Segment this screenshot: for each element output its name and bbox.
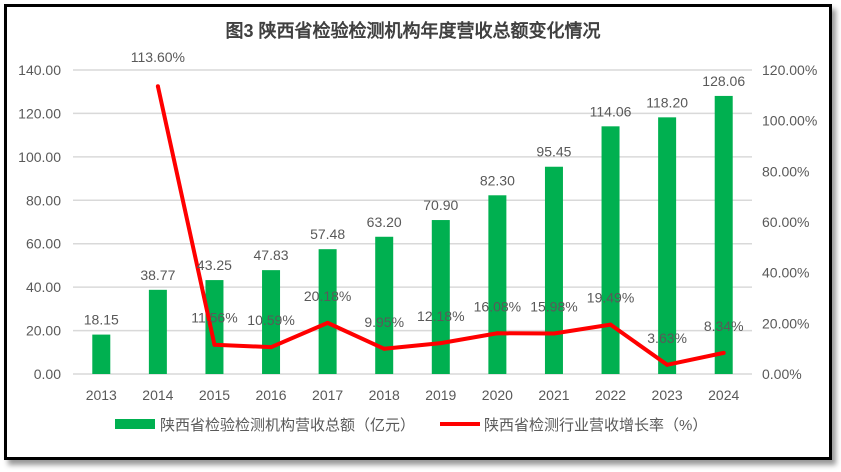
chart: 图3 陕西省检验检测机构年度营收总额变化情况 18.15 38.77 43.25 47… xyxy=(18,20,817,434)
bar xyxy=(714,95,733,375)
y-left-tick-label: 100.00 xyxy=(18,149,61,165)
bar-value-label: 38.77 xyxy=(140,267,175,283)
bar xyxy=(375,236,394,374)
x-tick-label: 2024 xyxy=(708,387,739,403)
line-point xyxy=(269,345,274,350)
bar-value-label: 95.45 xyxy=(536,144,571,160)
legend: 陕西省检验检测机构营收总额（亿元） 陕西省检测行业营收增长率（%） xyxy=(115,417,707,434)
x-tick-label: 2013 xyxy=(86,387,117,403)
x-tick-label: 2023 xyxy=(652,387,683,403)
bar xyxy=(601,126,620,374)
rate-value-label: 3.63% xyxy=(647,330,687,346)
gridlines xyxy=(73,69,752,375)
x-tick-label: 2015 xyxy=(199,387,230,403)
bar xyxy=(431,220,450,374)
rate-value-label: 10.59% xyxy=(247,312,294,328)
bar xyxy=(318,249,337,374)
bar-value-label: 118.20 xyxy=(646,94,688,110)
y-right-tick-label: 80.00% xyxy=(762,163,809,179)
rate-value-label: 15.98% xyxy=(530,299,577,315)
y-left-tick-label: 60.00 xyxy=(26,236,61,252)
bar xyxy=(544,166,563,374)
y-left-tick-label: 80.00 xyxy=(26,192,61,208)
y-left-tick-label: 140.00 xyxy=(18,62,61,78)
line-point xyxy=(212,342,217,347)
y-right-tick-label: 0.00% xyxy=(762,366,802,382)
x-tick-label: 2022 xyxy=(595,387,626,403)
chart-frame: 图3 陕西省检验检测机构年度营收总额变化情况 18.15 38.77 43.25 47… xyxy=(4,4,832,460)
bar-value-label: 128.06 xyxy=(702,73,745,89)
x-tick-label: 2019 xyxy=(425,387,456,403)
line-point xyxy=(721,350,726,355)
y-left-tick-label: 0.00 xyxy=(34,366,61,382)
y-right-tick-label: 60.00% xyxy=(762,214,809,230)
bar xyxy=(148,289,167,374)
line-point xyxy=(382,346,387,351)
bar-value-label: 18.15 xyxy=(84,312,119,328)
line-point xyxy=(495,331,500,336)
x-tick-label: 2021 xyxy=(538,387,569,403)
bar-value-label: 114.06 xyxy=(590,103,632,119)
x-tick-label: 2020 xyxy=(482,387,513,403)
rate-value-label: 12.18% xyxy=(417,308,464,324)
bar xyxy=(205,280,224,374)
rate-value-label: 20.18% xyxy=(304,288,351,304)
legend-label-line: 陕西省检测行业营收增长率（%） xyxy=(484,417,707,434)
x-tick-label: 2017 xyxy=(312,387,343,403)
bar-value-label: 47.83 xyxy=(254,247,289,263)
bar-value-label: 57.48 xyxy=(310,226,345,242)
legend-label-bar: 陕西省检验检测机构营收总额（亿元） xyxy=(160,417,415,434)
bar-value-label: 82.30 xyxy=(480,172,515,188)
x-tick-label: 2014 xyxy=(142,387,173,403)
bar-value-label: 63.20 xyxy=(367,214,402,230)
data-labels: 18.15 38.77 43.25 47.83 57.48 63.20 70.90 82.30… xyxy=(84,49,746,346)
line-point xyxy=(665,362,670,367)
y-right-tick-label: 120.00% xyxy=(762,62,817,78)
y-left-tick-label: 40.00 xyxy=(26,279,61,295)
bar-series xyxy=(92,95,733,375)
bar-value-label: 70.90 xyxy=(423,197,458,213)
line-point xyxy=(325,320,330,325)
line-point xyxy=(438,341,443,346)
bar xyxy=(658,117,677,374)
y-right-tick-label: 100.00% xyxy=(762,113,817,129)
rate-value-label: 9.95% xyxy=(364,314,404,330)
legend-swatch-bar xyxy=(115,419,155,429)
rate-value-label: 16.08% xyxy=(474,298,521,314)
rate-value-label: 11.56% xyxy=(191,310,237,326)
axes: 0.00 20.00 40.00 60.00 80.00 100.00 120.00 140.… xyxy=(18,62,817,403)
bar-value-label: 43.25 xyxy=(197,257,232,273)
bar xyxy=(92,334,111,374)
bar xyxy=(488,195,507,374)
y-right-tick-label: 40.00% xyxy=(762,265,809,281)
x-tick-label: 2016 xyxy=(255,387,286,403)
x-tick-label: 2018 xyxy=(369,387,400,403)
y-right-tick-label: 20.00% xyxy=(762,315,809,331)
line-point xyxy=(551,331,556,336)
rate-value-label: 113.60% xyxy=(131,49,185,65)
chart-title: 图3 陕西省检验检测机构年度营收总额变化情况 xyxy=(225,20,600,41)
line-series xyxy=(155,84,726,367)
rate-value-label: 19.49% xyxy=(587,290,634,306)
y-left-tick-label: 120.00 xyxy=(18,105,61,121)
line-point xyxy=(608,322,613,327)
y-left-tick-label: 20.00 xyxy=(26,323,61,339)
line-point xyxy=(155,84,160,89)
rate-value-label: 8.34% xyxy=(704,318,744,334)
